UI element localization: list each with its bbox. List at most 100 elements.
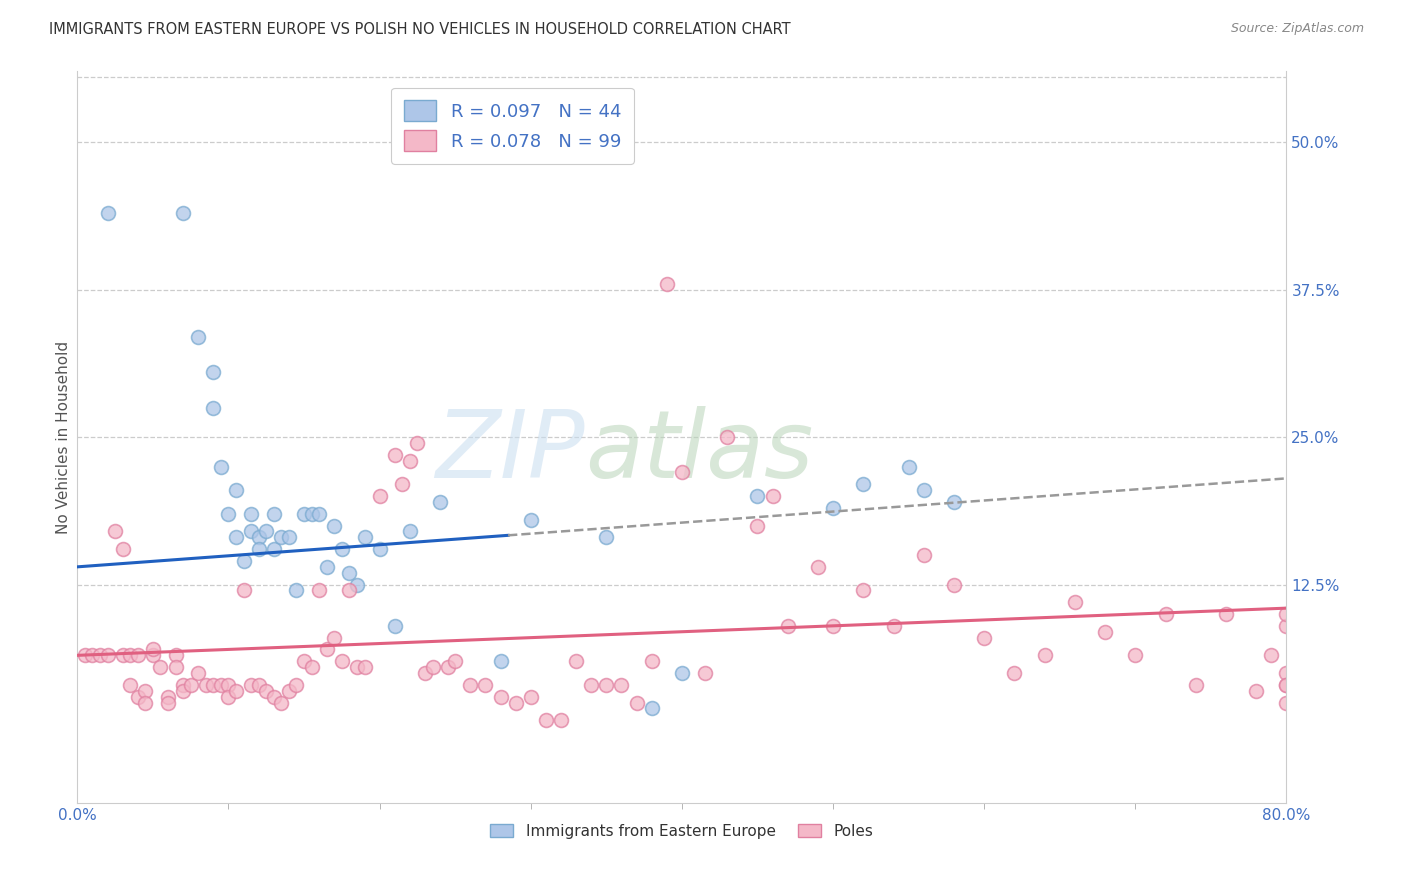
- Point: [308, 583, 330, 598]
- Point: [807, 559, 830, 574]
- Point: [610, 678, 633, 692]
- Point: [111, 648, 134, 663]
- Point: [353, 660, 375, 674]
- Point: [209, 459, 232, 474]
- Point: [671, 466, 693, 480]
- Point: [626, 696, 648, 710]
- Point: [278, 530, 301, 544]
- Point: [240, 507, 263, 521]
- Point: [337, 583, 360, 598]
- Point: [581, 678, 603, 692]
- Point: [172, 678, 194, 692]
- Point: [254, 524, 277, 539]
- Point: [1275, 607, 1298, 621]
- Point: [120, 648, 142, 663]
- Point: [270, 696, 292, 710]
- Point: [346, 577, 368, 591]
- Point: [225, 483, 247, 498]
- Point: [444, 654, 467, 668]
- Point: [852, 583, 875, 598]
- Point: [1275, 678, 1298, 692]
- Point: [96, 648, 118, 663]
- Point: [292, 507, 315, 521]
- Point: [285, 583, 308, 598]
- Point: [165, 660, 187, 674]
- Text: IMMIGRANTS FROM EASTERN EUROPE VS POLISH NO VEHICLES IN HOUSEHOLD CORRELATION CH: IMMIGRANTS FROM EASTERN EUROPE VS POLISH…: [49, 22, 790, 37]
- Point: [187, 666, 209, 681]
- Point: [301, 507, 323, 521]
- Point: [520, 513, 543, 527]
- Point: [240, 678, 263, 692]
- Point: [209, 678, 232, 692]
- Point: [1275, 696, 1298, 710]
- Point: [1033, 648, 1056, 663]
- Point: [1123, 648, 1146, 663]
- Point: [202, 365, 225, 379]
- Point: [134, 683, 156, 698]
- Point: [254, 683, 277, 698]
- Point: [852, 477, 875, 491]
- Point: [157, 696, 180, 710]
- Point: [315, 642, 337, 657]
- Point: [127, 648, 149, 663]
- Point: [534, 713, 557, 727]
- Point: [104, 524, 127, 539]
- Point: [285, 678, 308, 692]
- Point: [1184, 678, 1206, 692]
- Legend: Immigrants from Eastern Europe, Poles: Immigrants from Eastern Europe, Poles: [482, 816, 882, 847]
- Point: [165, 648, 187, 663]
- Point: [641, 654, 664, 668]
- Point: [1275, 619, 1298, 633]
- Point: [384, 448, 406, 462]
- Point: [716, 430, 738, 444]
- Point: [232, 583, 254, 598]
- Text: ZIP: ZIP: [436, 406, 585, 497]
- Point: [157, 690, 180, 704]
- Point: [127, 690, 149, 704]
- Point: [368, 542, 391, 557]
- Point: [384, 619, 406, 633]
- Point: [218, 690, 240, 704]
- Point: [232, 554, 254, 568]
- Point: [225, 530, 247, 544]
- Point: [1246, 683, 1268, 698]
- Point: [821, 500, 844, 515]
- Point: [391, 477, 413, 491]
- Point: [406, 436, 429, 450]
- Point: [655, 277, 678, 291]
- Point: [323, 631, 346, 645]
- Point: [413, 666, 436, 681]
- Point: [134, 696, 156, 710]
- Point: [247, 542, 270, 557]
- Point: [225, 683, 247, 698]
- Point: [308, 507, 330, 521]
- Point: [1064, 595, 1087, 609]
- Point: [565, 654, 588, 668]
- Point: [693, 666, 716, 681]
- Point: [821, 619, 844, 633]
- Point: [399, 524, 422, 539]
- Point: [187, 330, 209, 344]
- Text: Source: ZipAtlas.com: Source: ZipAtlas.com: [1230, 22, 1364, 36]
- Point: [247, 530, 270, 544]
- Point: [218, 507, 240, 521]
- Point: [1215, 607, 1237, 621]
- Point: [323, 518, 346, 533]
- Point: [671, 666, 693, 681]
- Point: [747, 518, 769, 533]
- Point: [897, 459, 920, 474]
- Point: [96, 206, 118, 220]
- Point: [641, 701, 664, 715]
- Point: [762, 489, 785, 503]
- Point: [458, 678, 481, 692]
- Point: [172, 683, 194, 698]
- Point: [1154, 607, 1177, 621]
- Point: [263, 690, 285, 704]
- Point: [346, 660, 368, 674]
- Point: [912, 548, 935, 562]
- Point: [263, 542, 285, 557]
- Point: [747, 489, 769, 503]
- Point: [399, 453, 422, 467]
- Point: [180, 678, 202, 692]
- Point: [1275, 678, 1298, 692]
